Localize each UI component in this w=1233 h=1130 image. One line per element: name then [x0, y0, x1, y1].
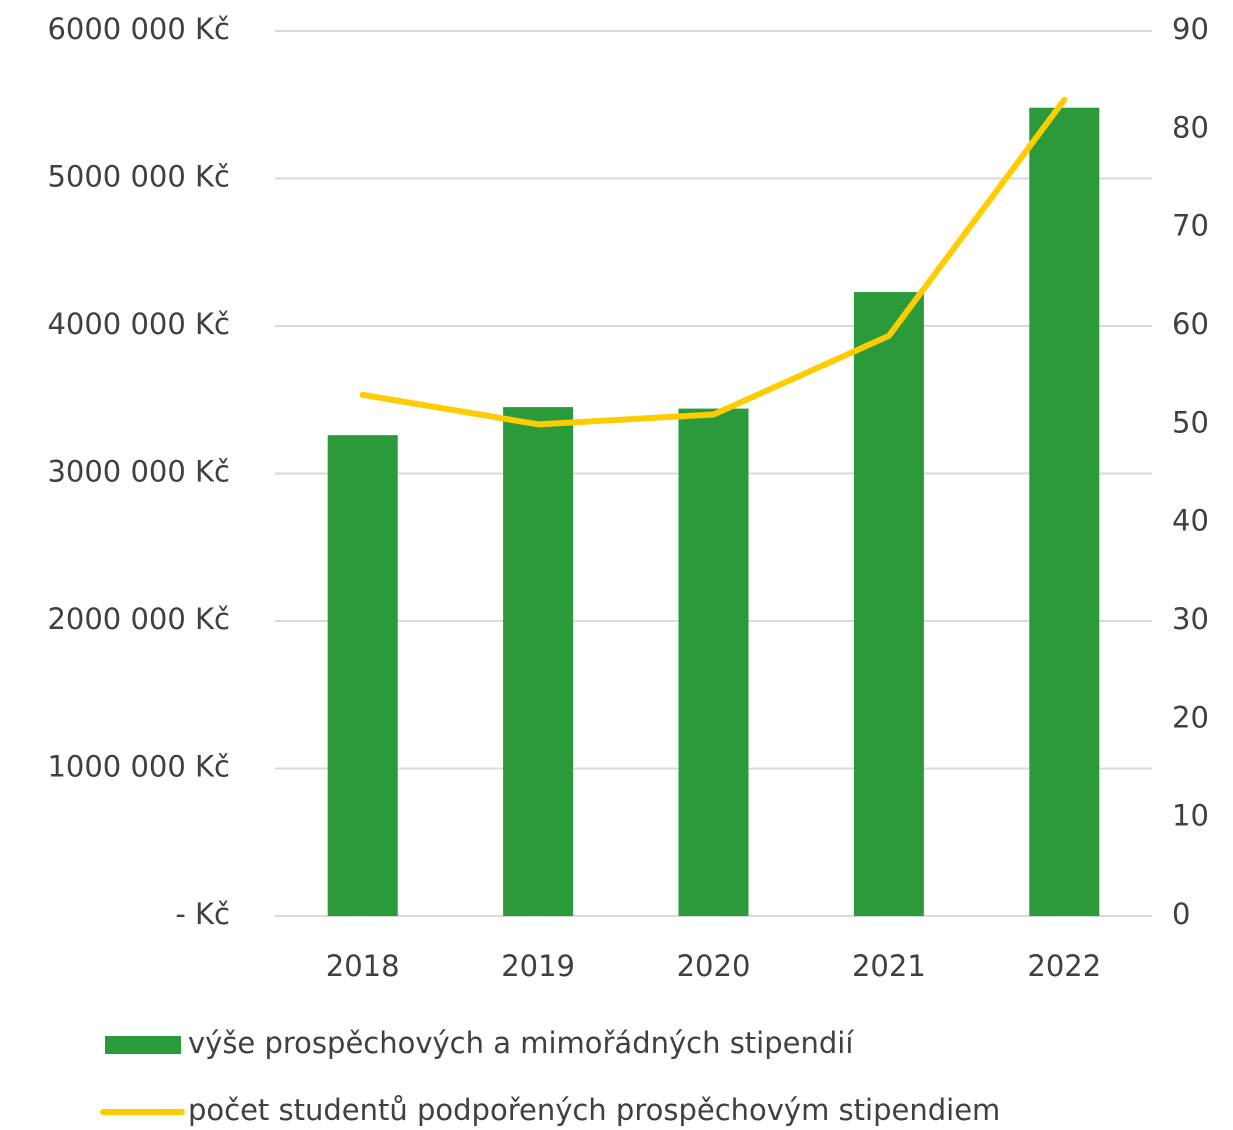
y-tick-label: 5000 000 Kč [47, 160, 230, 194]
legend-swatch [105, 1036, 181, 1054]
y-tick-label: 3000 000 Kč [47, 455, 230, 489]
bar [327, 435, 398, 916]
legend-label: výše prospěchových a mimořádných stipend… [188, 1026, 854, 1060]
y2-tick-label: 30 [1172, 602, 1209, 636]
y2-tick-label: 90 [1172, 12, 1209, 46]
x-tick-label: 2019 [501, 949, 575, 983]
y2-tick-label: 20 [1172, 700, 1209, 734]
y-tick-label: 1000 000 Kč [47, 750, 230, 784]
x-tick-label: 2021 [852, 949, 926, 983]
line [359, 96, 1068, 428]
x-tick-label: 2020 [677, 949, 751, 983]
y-tick-label: 2000 000 Kč [47, 602, 230, 636]
y2-tick-label: 0 [1172, 897, 1190, 931]
y-tick-label: 4000 000 Kč [47, 307, 230, 341]
bar [503, 407, 574, 916]
y2-tick-label: 10 [1172, 799, 1209, 833]
legend-label: počet studentů podpořených prospěchovým … [188, 1093, 1000, 1127]
bar [678, 408, 749, 916]
x-tick-label: 2018 [326, 949, 400, 983]
y-tick-label: - Kč [175, 897, 230, 931]
y-tick-label: 6000 000 Kč [47, 12, 230, 46]
x-tick-label: 2022 [1027, 949, 1101, 983]
y2-tick-label: 60 [1172, 307, 1209, 341]
bar [853, 292, 924, 916]
bar [1029, 107, 1100, 916]
y2-tick-label: 80 [1172, 110, 1209, 144]
y2-tick-label: 40 [1172, 504, 1209, 538]
y2-tick-label: 70 [1172, 209, 1209, 243]
y2-tick-label: 50 [1172, 405, 1209, 439]
